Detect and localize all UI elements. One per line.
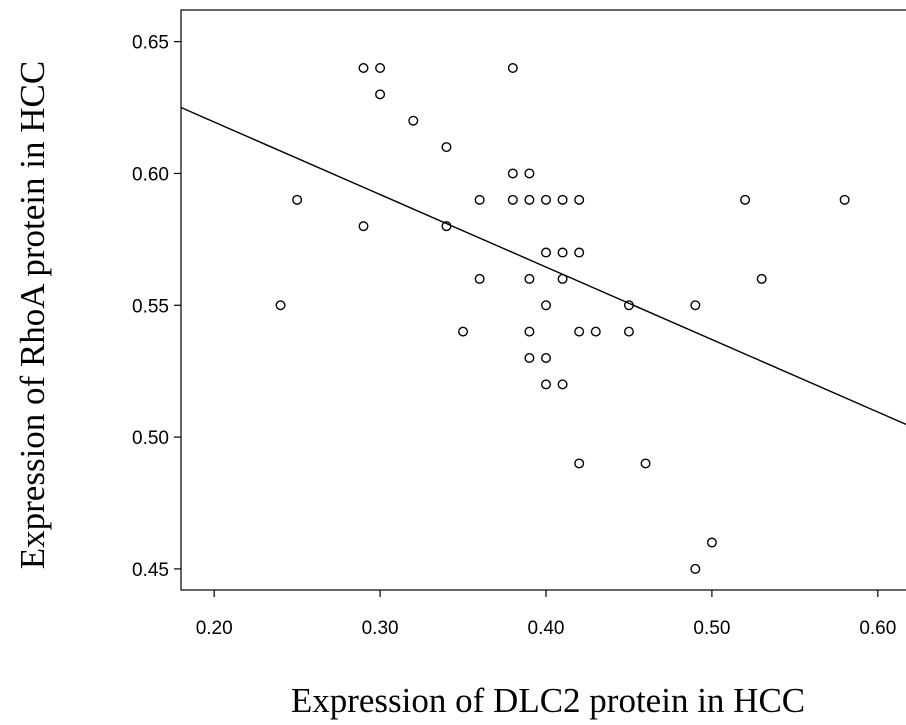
regression-line-group	[180, 106, 906, 426]
x-tick-label: 0.40	[528, 618, 565, 639]
data-point	[541, 194, 552, 205]
y-tick-label: 0.50	[132, 428, 169, 449]
data-point	[557, 194, 568, 205]
data-point	[590, 326, 601, 337]
y-tick-label: 0.60	[132, 164, 169, 185]
data-point	[375, 63, 386, 74]
x-tick-label: 0.60	[859, 618, 896, 639]
data-point	[524, 273, 535, 284]
data-point	[623, 300, 634, 311]
plot-frame	[180, 9, 906, 591]
y-tick-label: 0.45	[132, 560, 169, 581]
data-point	[375, 89, 386, 100]
data-point	[690, 300, 701, 311]
data-point	[706, 537, 717, 548]
data-point	[507, 168, 518, 179]
data-point	[524, 194, 535, 205]
data-point	[441, 221, 452, 232]
data-point	[574, 247, 585, 258]
data-point	[441, 142, 452, 153]
data-point	[557, 273, 568, 284]
data-point	[640, 458, 651, 469]
data-point	[541, 247, 552, 258]
data-point	[574, 458, 585, 469]
data-point	[557, 247, 568, 258]
data-point	[507, 63, 518, 74]
x-tick-label: 0.50	[693, 618, 730, 639]
data-point	[740, 194, 751, 205]
y-tick-label: 0.65	[132, 33, 169, 54]
y-axis-ticks: 0.45 0.50 0.55 0.60 0.65	[132, 33, 181, 581]
data-point	[474, 273, 485, 284]
data-point	[524, 168, 535, 179]
regression-line	[180, 106, 906, 426]
data-point	[690, 563, 701, 574]
data-point	[358, 63, 369, 74]
x-axis-title: Expression of DLC2 protein in HCC	[291, 681, 805, 720]
data-point	[474, 194, 485, 205]
y-axis-title: Expression of RhoA protein in HCC	[13, 61, 52, 569]
data-point	[541, 379, 552, 390]
data-point	[541, 353, 552, 364]
data-point	[524, 353, 535, 364]
data-point	[541, 300, 552, 311]
data-point	[358, 221, 369, 232]
data-point	[524, 326, 535, 337]
x-tick-label: 0.30	[362, 618, 399, 639]
data-points-group	[275, 63, 850, 574]
data-point	[292, 194, 303, 205]
x-axis-ticks: 0.20 0.30 0.40 0.50 0.60	[196, 590, 896, 639]
data-point	[458, 326, 469, 337]
data-point	[839, 194, 850, 205]
data-point	[408, 115, 419, 126]
x-tick-label: 0.20	[196, 618, 233, 639]
data-point	[574, 194, 585, 205]
data-point	[756, 273, 767, 284]
data-point	[574, 326, 585, 337]
data-point	[275, 300, 286, 311]
y-tick-label: 0.55	[132, 296, 169, 317]
data-point	[557, 379, 568, 390]
data-point	[623, 326, 634, 337]
data-point	[507, 194, 518, 205]
